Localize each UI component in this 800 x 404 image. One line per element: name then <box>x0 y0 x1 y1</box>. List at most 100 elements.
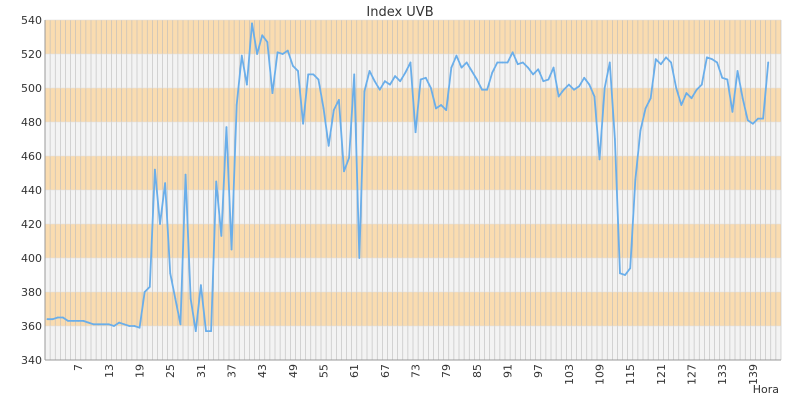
data-point <box>307 73 310 76</box>
data-point <box>644 107 647 110</box>
x-tick-label: 103 <box>563 364 576 385</box>
data-point <box>552 66 555 69</box>
data-point <box>767 61 770 64</box>
data-point <box>491 71 494 74</box>
data-point <box>123 323 126 326</box>
data-point <box>613 138 616 140</box>
data-point <box>92 323 95 326</box>
data-point <box>51 318 54 321</box>
data-point <box>409 61 412 64</box>
data-point <box>634 178 637 181</box>
data-point <box>143 291 146 293</box>
data-point <box>547 78 550 81</box>
data-point <box>378 88 381 91</box>
data-point <box>317 78 320 81</box>
data-point <box>619 272 621 275</box>
data-point <box>97 323 100 326</box>
data-point <box>527 66 529 69</box>
data-point <box>302 122 305 125</box>
data-point <box>414 131 417 134</box>
data-point <box>159 223 161 225</box>
data-point <box>184 173 187 176</box>
data-point <box>276 51 279 54</box>
data-point <box>113 325 115 327</box>
data-point <box>501 61 504 64</box>
data-point <box>225 126 228 128</box>
data-point <box>394 75 397 77</box>
data-point <box>700 83 703 86</box>
data-point <box>174 297 177 300</box>
data-point <box>578 85 581 88</box>
x-tick-label: 55 <box>318 364 331 378</box>
data-point <box>583 76 586 79</box>
data-point <box>251 22 253 25</box>
data-point <box>256 53 259 55</box>
x-tick-label: 121 <box>655 364 668 385</box>
x-tick-label: 25 <box>164 364 177 378</box>
data-point <box>588 83 591 86</box>
data-point <box>695 88 698 91</box>
data-point <box>598 158 601 161</box>
data-point <box>153 168 156 171</box>
data-point <box>291 65 294 67</box>
data-point <box>649 97 652 100</box>
data-point <box>741 97 744 100</box>
data-point <box>608 61 611 64</box>
data-point <box>726 78 729 81</box>
data-point <box>465 61 468 64</box>
x-tick-label: 97 <box>532 364 545 378</box>
data-point <box>72 320 75 322</box>
data-point <box>573 88 575 91</box>
data-point <box>746 119 749 122</box>
x-tick-label: 79 <box>440 364 453 378</box>
data-point <box>445 109 448 111</box>
data-point <box>440 104 443 106</box>
x-tick-label: 37 <box>226 364 239 378</box>
data-point <box>179 323 182 326</box>
data-point <box>240 54 243 57</box>
data-point <box>751 122 754 125</box>
y-tick-label: 540 <box>21 14 42 27</box>
data-point <box>460 66 463 69</box>
data-point <box>511 51 514 54</box>
y-tick-label: 360 <box>21 320 42 333</box>
data-point <box>312 73 315 76</box>
axes <box>44 20 781 361</box>
data-point <box>399 80 402 83</box>
data-point <box>705 56 708 59</box>
data-point <box>629 267 632 270</box>
data-point <box>429 87 432 89</box>
data-point <box>205 330 207 332</box>
x-tick-label: 85 <box>471 364 484 378</box>
data-point <box>670 61 673 64</box>
data-point <box>450 66 453 69</box>
data-point <box>353 73 356 76</box>
data-point <box>164 182 167 185</box>
data-point <box>506 61 509 64</box>
data-point <box>685 92 688 94</box>
data-point <box>230 248 233 251</box>
data-point <box>87 321 90 324</box>
data-point <box>133 325 136 327</box>
data-point <box>721 76 724 79</box>
data-point <box>736 70 739 72</box>
data-point <box>82 320 85 322</box>
data-point <box>281 53 284 55</box>
y-tick-label: 460 <box>21 150 42 163</box>
x-tick-label: 19 <box>134 364 147 378</box>
data-point <box>194 330 197 332</box>
x-tick-label: 13 <box>103 364 116 378</box>
data-point <box>675 87 678 89</box>
data-point <box>603 87 606 89</box>
data-point <box>358 257 361 259</box>
data-point <box>665 56 667 59</box>
data-point <box>757 117 759 120</box>
data-point <box>271 92 274 94</box>
data-point <box>215 180 218 183</box>
data-point <box>435 107 437 110</box>
y-tick-label: 500 <box>21 82 42 95</box>
x-tick-label: 43 <box>256 364 269 378</box>
y-tick-label: 400 <box>21 252 42 265</box>
data-point <box>424 76 427 79</box>
